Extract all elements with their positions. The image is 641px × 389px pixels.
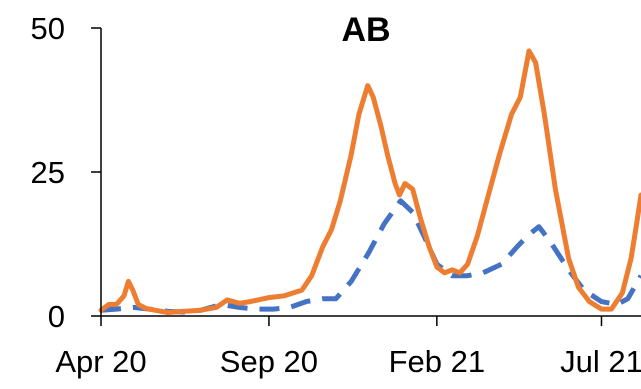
x-axis-ticks: Apr 20 Sep 20 Feb 21 Jul 21	[55, 316, 641, 379]
x-tick-label: Sep 20	[220, 344, 318, 379]
x-tick-label: Feb 21	[389, 344, 486, 379]
y-tick-label: 0	[48, 299, 65, 334]
y-axis-ticks: 0 25 50	[31, 11, 101, 334]
plot-area	[98, 48, 641, 315]
y-tick-label: 50	[31, 11, 65, 46]
x-tick-label: Jul 21	[560, 344, 641, 379]
y-tick-label: 25	[31, 155, 65, 190]
solid-series-line	[98, 48, 641, 315]
chart-title: AB	[341, 11, 390, 49]
x-tick-label: Apr 20	[55, 344, 146, 379]
